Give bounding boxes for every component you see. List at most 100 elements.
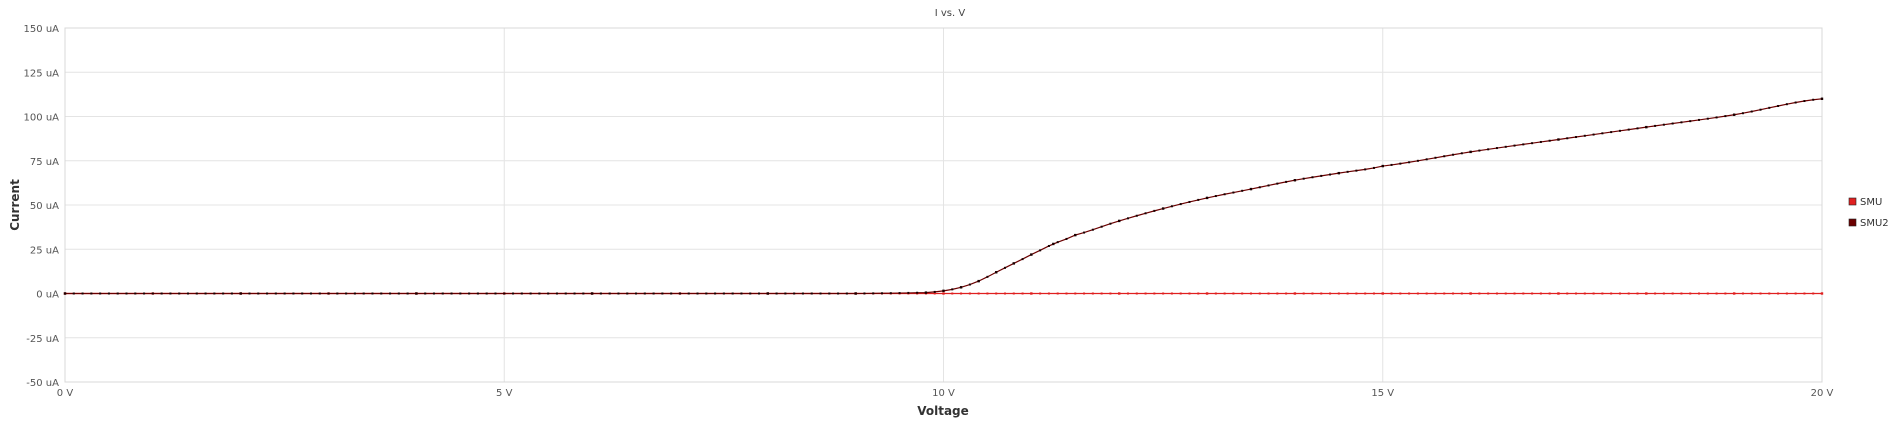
data-point — [345, 292, 348, 295]
data-point — [1399, 162, 1402, 165]
data-point — [1311, 292, 1314, 295]
data-point — [1320, 292, 1323, 295]
data-point — [1706, 292, 1709, 295]
data-point-measured — [1557, 138, 1560, 141]
data-point — [353, 292, 356, 295]
data-point — [257, 292, 260, 295]
data-point — [705, 292, 708, 295]
data-point — [336, 292, 339, 295]
data-point — [1267, 292, 1270, 295]
y-axis-title: Current — [8, 179, 22, 231]
data-point — [1364, 168, 1367, 171]
chart-title: I vs. V — [935, 8, 966, 19]
data-point-measured — [1557, 292, 1560, 295]
y-axis-ticks: 150 uA 125 uA 100 uA 75 uA 50 uA 25 uA 0 uA -25… — [24, 24, 60, 389]
data-point — [801, 292, 804, 295]
data-point — [1478, 292, 1481, 295]
data-point — [1408, 161, 1411, 164]
data-point — [582, 292, 585, 295]
data-point — [1047, 244, 1050, 247]
legend-item-smu[interactable]: SMU — [1848, 197, 1882, 208]
data-point — [309, 292, 312, 295]
data-point — [1724, 115, 1727, 118]
data-point — [1056, 241, 1059, 244]
data-point-measured — [1205, 292, 1209, 295]
data-point — [1223, 193, 1226, 196]
data-point — [1513, 144, 1516, 147]
data-point-measured — [415, 292, 418, 295]
data-point — [1355, 292, 1358, 295]
data-point — [573, 292, 576, 295]
data-point — [1539, 140, 1542, 143]
data-point — [1416, 292, 1419, 295]
data-point — [916, 291, 919, 294]
data-point-measured — [1469, 150, 1472, 154]
data-point — [1601, 132, 1604, 135]
data-point — [810, 292, 813, 295]
data-point — [160, 292, 163, 295]
data-point — [986, 275, 989, 278]
data-point — [1443, 292, 1446, 295]
data-point — [1188, 200, 1191, 203]
data-point — [1627, 128, 1630, 131]
data-point — [1003, 292, 1006, 295]
data-point-measured — [942, 292, 945, 295]
data-point — [1399, 292, 1402, 295]
y-tick-label: -50 uA — [26, 378, 59, 389]
data-point — [1583, 292, 1586, 295]
data-point — [1408, 292, 1411, 295]
data-point — [1241, 292, 1244, 295]
data-point — [327, 292, 330, 295]
data-point — [1680, 121, 1683, 124]
data-point — [1566, 292, 1569, 295]
data-point — [1285, 292, 1288, 295]
data-point — [1636, 292, 1639, 295]
data-point — [1495, 292, 1498, 295]
data-point — [775, 292, 778, 295]
data-point — [301, 292, 304, 295]
x-axis-title: Voltage — [917, 404, 969, 418]
data-point — [1329, 173, 1332, 176]
data-point — [503, 292, 506, 295]
legend-swatch — [1848, 197, 1857, 206]
y-tick-label: 125 uA — [24, 68, 60, 79]
data-point — [538, 292, 541, 295]
data-point — [424, 292, 427, 295]
data-point — [1539, 292, 1542, 295]
data-point — [1741, 112, 1744, 115]
data-point — [564, 292, 567, 295]
data-point-measured — [1118, 292, 1121, 295]
data-point — [1680, 292, 1683, 295]
legend-item-smu2[interactable]: SMU2 — [1848, 218, 1889, 229]
data-point — [1126, 217, 1129, 220]
data-point — [1039, 249, 1042, 252]
data-point — [90, 292, 93, 295]
data-point — [1083, 292, 1086, 295]
data-point — [1179, 292, 1182, 295]
data-point — [1197, 198, 1200, 201]
data-point — [819, 292, 822, 295]
data-point — [230, 292, 233, 295]
data-point — [1654, 292, 1657, 295]
data-point — [1689, 292, 1692, 295]
data-point-measured — [995, 271, 998, 274]
data-point — [933, 292, 936, 295]
data-point — [1091, 228, 1094, 231]
data-point — [1715, 292, 1718, 295]
data-point — [1232, 292, 1235, 295]
data-point — [1232, 191, 1235, 194]
data-point-measured — [1293, 179, 1297, 182]
data-point — [1592, 133, 1595, 136]
data-point — [169, 292, 172, 295]
data-point — [371, 292, 374, 295]
data-point — [1583, 134, 1586, 137]
data-point — [485, 292, 488, 295]
data-point — [1575, 292, 1578, 295]
data-point — [1513, 292, 1516, 295]
data-point — [274, 292, 277, 295]
legend-swatch — [1848, 218, 1857, 227]
data-point — [1109, 292, 1112, 295]
data-point — [1671, 122, 1674, 125]
data-point — [1425, 158, 1428, 161]
data-point — [1434, 292, 1437, 295]
